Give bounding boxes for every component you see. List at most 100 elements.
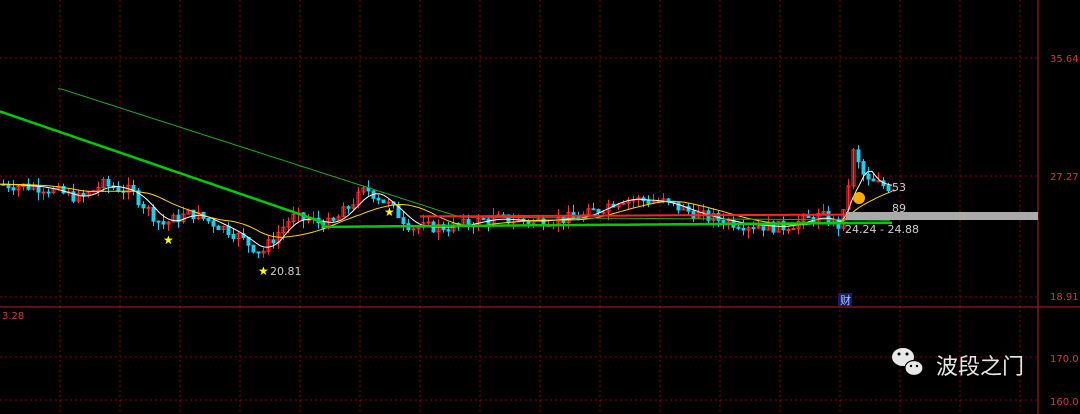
candle-body [381, 199, 386, 204]
low-price-label: 20.81 [270, 265, 302, 278]
candle-body [191, 209, 196, 220]
candle-body [206, 217, 211, 222]
candle-body [221, 225, 226, 231]
candle-body [261, 250, 266, 254]
candle-body [11, 187, 16, 191]
candle-body [791, 227, 796, 230]
candle-body [106, 179, 111, 187]
candle-body [411, 228, 416, 231]
candle-body [746, 227, 751, 231]
watermark: 波段之门 [892, 348, 1024, 380]
candle-body [361, 187, 366, 193]
candle-body [376, 197, 381, 201]
ma-long-line [0, 110, 892, 229]
star-marker: ★ [384, 205, 395, 219]
label-53: 53 [892, 181, 906, 194]
star-marker: ★ [258, 264, 269, 278]
event-marker: 财 [840, 293, 851, 307]
candle-body [291, 213, 296, 223]
candle-body [161, 221, 166, 225]
candle-body [861, 161, 866, 175]
candle-body [751, 227, 756, 230]
candle-body [151, 206, 156, 222]
candle-body [276, 232, 281, 244]
candle-body [346, 206, 351, 209]
candle-body [426, 221, 431, 224]
event-marker-box [838, 293, 852, 306]
candle-body [266, 239, 271, 252]
candle-body [236, 233, 241, 239]
indicator-value: 3.28 [2, 311, 24, 322]
label-89: 89 [892, 202, 906, 215]
candle-body [271, 239, 276, 244]
candle-body [826, 211, 831, 224]
price-tick: 27.27 [1050, 172, 1079, 183]
ma-mid-line [0, 183, 893, 238]
candle-body [466, 218, 471, 226]
candle-body [101, 179, 106, 188]
candle-body [676, 202, 681, 211]
candle-body [141, 204, 146, 209]
candle-body [331, 217, 336, 221]
candlesticks [1, 145, 896, 259]
candle-body [336, 216, 341, 221]
candle-body [211, 220, 216, 227]
candle-body [626, 199, 631, 204]
candle-body [16, 186, 21, 191]
candle-body [401, 217, 406, 225]
candle-body [596, 208, 601, 213]
candle-body [146, 206, 151, 209]
candle-body [76, 192, 81, 202]
signal-icon [853, 192, 865, 204]
candle-body [176, 214, 181, 223]
candle-body [71, 191, 76, 202]
candle-body [181, 213, 186, 223]
wechat-icon [892, 348, 924, 377]
candle-body [886, 185, 891, 191]
candle-body [786, 228, 791, 231]
candle-body [171, 214, 176, 223]
candle-body [61, 185, 66, 194]
watermark-text: 波段之门 [936, 355, 1024, 380]
moving-averages [0, 88, 893, 248]
candle-body [781, 220, 786, 231]
candle-body [26, 183, 31, 190]
star-marker: ★ [163, 233, 174, 247]
candle-body [821, 211, 826, 215]
candle-body [6, 184, 11, 189]
ma-longest-line [57, 88, 890, 221]
price-tick: 18.91 [1050, 292, 1079, 303]
candle-body [96, 186, 101, 192]
candle-body [771, 221, 776, 233]
price-tick: 35.64 [1050, 54, 1079, 65]
candle-body [591, 208, 596, 211]
candle-body [351, 204, 356, 209]
candle-body [446, 229, 451, 232]
candle-body [891, 189, 896, 192]
candle-body [166, 221, 171, 225]
candle-body [851, 149, 856, 187]
candle-body [41, 191, 46, 194]
candle-body [251, 244, 256, 253]
candle-body [286, 221, 291, 228]
candle-body [226, 225, 231, 236]
ma-red-line [420, 213, 892, 218]
candle-body [481, 218, 486, 221]
candle-body [741, 227, 746, 231]
candle-body [756, 226, 761, 229]
candle-body [621, 202, 626, 205]
grid [0, 0, 1038, 414]
price-band [846, 212, 1038, 220]
candle-body [46, 191, 51, 194]
candle-body [701, 210, 706, 213]
candle-body [156, 220, 161, 223]
candle-body [866, 173, 871, 180]
candle-body [761, 226, 766, 231]
candle-body [856, 149, 861, 163]
range-label: 24.24 - 24.88 [845, 223, 919, 236]
candle-body [526, 220, 531, 224]
candle-body [231, 234, 236, 239]
candle-body [601, 211, 606, 214]
candle-body [436, 224, 441, 233]
